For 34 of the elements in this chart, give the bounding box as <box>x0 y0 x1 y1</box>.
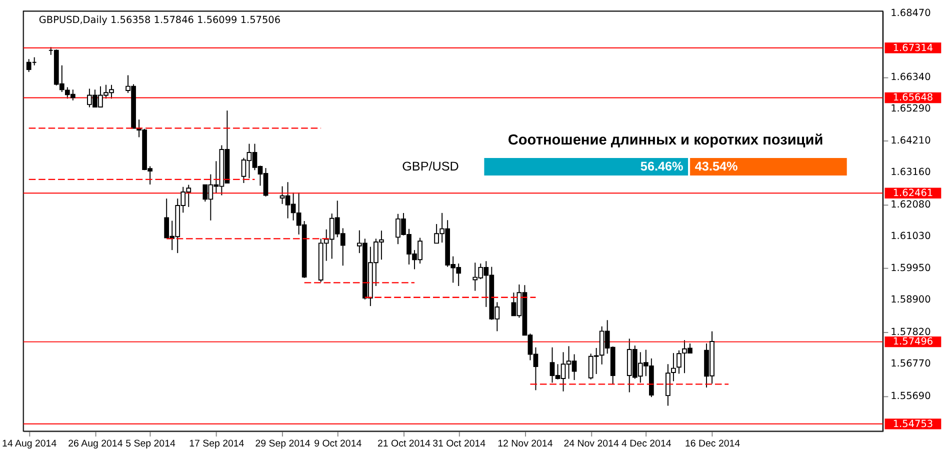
y-tick-label: 1.57820 <box>890 327 931 338</box>
y-tick-label: 1.58900 <box>890 294 931 306</box>
x-tick-label: 9 Oct 2014 <box>314 438 362 450</box>
data-label: 56.46% <box>640 160 684 174</box>
ref-line-label: 1.54753 <box>892 418 934 430</box>
ref-line-label: 1.67314 <box>892 42 934 54</box>
x-tick-label: 12 Nov 2014 <box>498 438 554 450</box>
x-tick-label: 26 Aug 2014 <box>68 438 124 450</box>
ref-line-label: 1.65648 <box>892 92 934 104</box>
y-tick-label: 1.64210 <box>890 136 931 147</box>
y-tick-label: GBP/USD <box>402 160 459 174</box>
chart-title: Соотношение длинных и коротких позиций <box>508 132 824 148</box>
x-tick-label: 4 Dec 2014 <box>622 438 672 450</box>
y-tick-label: 1.62080 <box>890 199 931 210</box>
y-tick-label: 1.56770 <box>890 358 931 370</box>
chart-title: GBPUSD,Daily 1.56358 1.57846 1.56099 1.57506 <box>38 14 281 26</box>
x-tick-label: 5 Sep 2014 <box>126 438 176 450</box>
data-label: 43.54% <box>694 160 738 174</box>
x-tick-label: 17 Sep 2014 <box>189 438 245 450</box>
y-tick-label: 1.68470 <box>890 8 931 20</box>
y-tick-label: 1.61030 <box>890 230 931 242</box>
x-tick-label: 31 Oct 2014 <box>432 438 486 450</box>
x-tick-label: 14 Aug 2014 <box>2 438 58 450</box>
x-tick-label: 21 Oct 2014 <box>378 438 432 450</box>
y-tick-label: 1.55690 <box>890 390 931 402</box>
ref-line-label: 1.57496 <box>892 336 934 348</box>
x-tick-label: 16 Dec 2014 <box>684 438 741 450</box>
y-tick-label: 1.66340 <box>890 72 931 83</box>
x-tick-label: 24 Nov 2014 <box>564 438 620 450</box>
x-tick-label: 29 Sep 2014 <box>255 438 311 450</box>
y-tick-label: 1.63160 <box>890 167 931 178</box>
y-tick-label: 1.65290 <box>890 103 931 114</box>
y-tick-label: 1.59950 <box>890 263 931 274</box>
ref-line-label: 1.62461 <box>892 188 934 200</box>
